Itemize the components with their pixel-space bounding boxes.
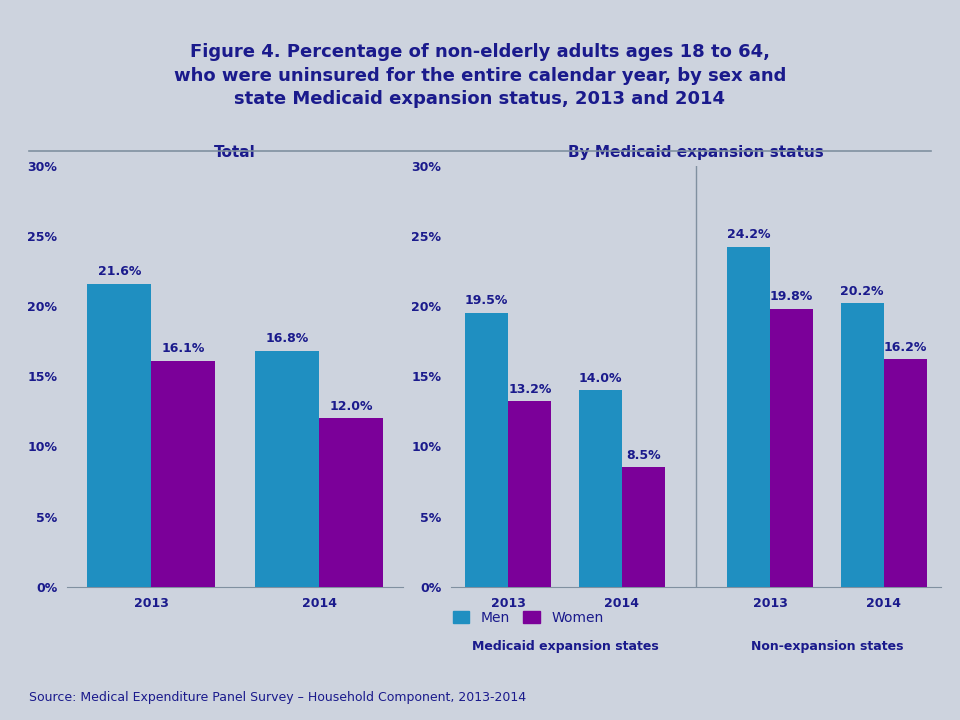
Text: 16.2%: 16.2% bbox=[884, 341, 927, 354]
Title: By Medicaid expansion status: By Medicaid expansion status bbox=[568, 145, 824, 161]
Bar bbox=[87, 284, 151, 587]
Text: Non-expansion states: Non-expansion states bbox=[751, 640, 903, 653]
Bar bbox=[884, 359, 927, 587]
Text: 13.2%: 13.2% bbox=[508, 383, 551, 396]
Title: Total: Total bbox=[214, 145, 256, 161]
Text: 21.6%: 21.6% bbox=[98, 265, 141, 278]
Text: 12.0%: 12.0% bbox=[329, 400, 372, 413]
Text: 16.1%: 16.1% bbox=[161, 342, 204, 355]
Text: 19.5%: 19.5% bbox=[465, 294, 508, 307]
Bar bbox=[727, 247, 770, 587]
Text: 19.8%: 19.8% bbox=[770, 290, 813, 303]
Bar bbox=[622, 467, 665, 587]
Text: 24.2%: 24.2% bbox=[727, 228, 770, 241]
Bar bbox=[841, 303, 884, 587]
Text: 16.8%: 16.8% bbox=[266, 333, 309, 346]
Bar bbox=[319, 418, 383, 587]
Bar bbox=[255, 351, 319, 587]
Legend: Men, Women: Men, Women bbox=[447, 605, 609, 630]
Text: Medicaid expansion states: Medicaid expansion states bbox=[471, 640, 659, 653]
Bar bbox=[770, 309, 813, 587]
Text: Source: Medical Expenditure Panel Survey – Household Component, 2013-2014: Source: Medical Expenditure Panel Survey… bbox=[29, 691, 526, 704]
Bar bbox=[579, 390, 622, 587]
Text: 8.5%: 8.5% bbox=[626, 449, 660, 462]
Text: 14.0%: 14.0% bbox=[579, 372, 622, 384]
Bar bbox=[508, 402, 551, 587]
Bar bbox=[151, 361, 215, 587]
Text: Figure 4. Percentage of non-elderly adults ages 18 to 64,
who were uninsured for: Figure 4. Percentage of non-elderly adul… bbox=[174, 43, 786, 108]
Text: 20.2%: 20.2% bbox=[841, 284, 884, 297]
Bar bbox=[465, 313, 508, 587]
